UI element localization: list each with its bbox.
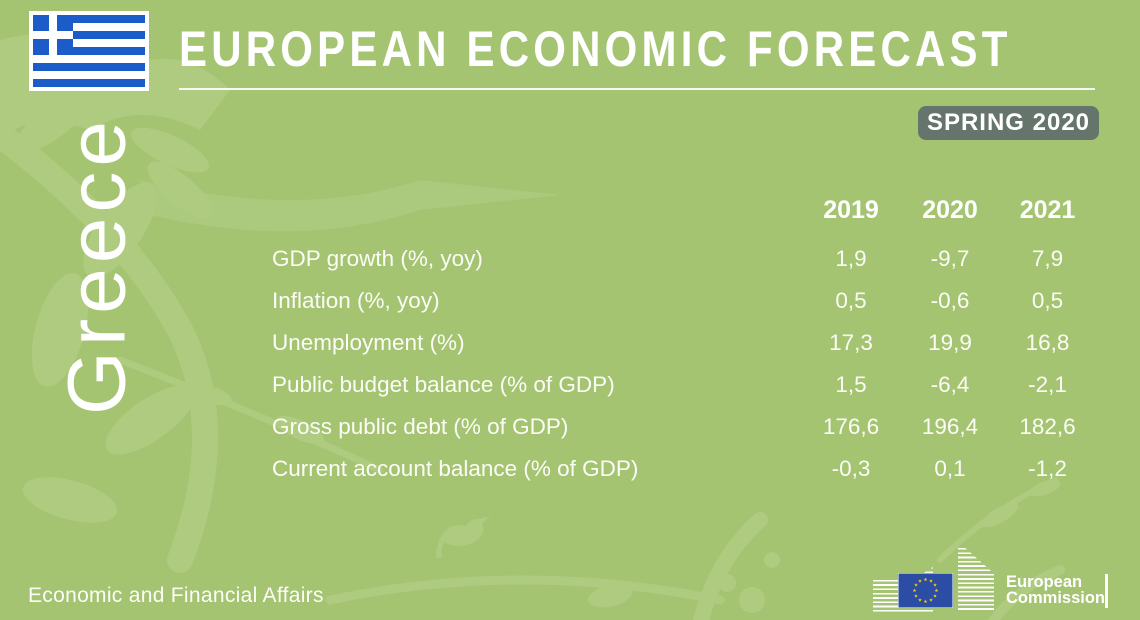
- gross-public-debt-2020: 196,4: [921, 414, 979, 439]
- commission-logo-divider: [1105, 574, 1108, 608]
- row-label-inflation: Inflation (%, yoy): [272, 288, 440, 313]
- year-column-2021: 2021: [1019, 196, 1076, 224]
- greece-flag: [29, 11, 149, 91]
- public-budget-balance-2020: -6,4: [930, 372, 970, 397]
- gdp-growth-2021: 7,9: [1031, 246, 1064, 271]
- current-account-balance-2019: -0,3: [831, 456, 871, 481]
- table-header-spacer: [272, 195, 802, 225]
- country-name: Greece: [51, 116, 143, 415]
- current-account-balance-2020: 0,1: [934, 456, 966, 481]
- title-underline: [179, 88, 1095, 90]
- public-budget-balance-2021: -2,1: [1028, 372, 1067, 397]
- indicator-table: GDP growth (%, yoy) 1,9 -9,7 7,9 Inflati…: [272, 238, 1095, 490]
- gdp-growth-2019: 1,9: [835, 246, 867, 271]
- inflation-2019: 0,5: [835, 288, 867, 313]
- gdp-growth-2020: -9,7: [930, 246, 970, 271]
- commission-wordmark-line1: European: [1006, 573, 1083, 591]
- page-title: EUROPEAN ECONOMIC FORECAST: [179, 21, 1012, 77]
- unemployment-2021: 16,8: [1025, 330, 1070, 355]
- year-column-2020: 2020: [922, 196, 978, 224]
- table-header: 2019 2020 2021: [272, 195, 1095, 225]
- unemployment-2019: 17,3: [829, 330, 873, 355]
- european-commission-logo: European Commission: [873, 548, 1118, 614]
- ec-flag-swoosh-right: [958, 548, 994, 612]
- public-budget-balance-2019: 1,5: [835, 372, 867, 397]
- gross-public-debt-2019: 176,6: [822, 414, 880, 439]
- row-label-unemployment: Unemployment (%): [272, 330, 465, 355]
- commission-wordmark-line2: Commission: [1006, 589, 1106, 607]
- eu-flag-icon: [898, 573, 953, 608]
- row-label-gross-public-debt: Gross public debt (% of GDP): [272, 414, 569, 439]
- inflation-2021: 0,5: [1031, 288, 1064, 313]
- gross-public-debt-2021: 182,6: [1019, 414, 1076, 439]
- year-column-2019: 2019: [823, 196, 879, 224]
- row-label-current-account-balance: Current account balance (% of GDP): [272, 456, 639, 481]
- current-account-balance-2021: -1,2: [1028, 456, 1067, 481]
- season-badge-label: SPRING 2020: [926, 109, 1091, 136]
- row-label-gdp-growth: GDP growth (%, yoy): [272, 246, 483, 271]
- commission-wordmark: European Commission: [1006, 573, 1106, 607]
- department-label: Economic and Financial Affairs: [28, 584, 324, 607]
- season-badge: SPRING 2020: [918, 106, 1099, 140]
- row-label-public-budget-balance: Public budget balance (% of GDP): [272, 372, 615, 397]
- inflation-2020: -0,6: [930, 288, 970, 313]
- unemployment-2020: 19,9: [928, 330, 972, 355]
